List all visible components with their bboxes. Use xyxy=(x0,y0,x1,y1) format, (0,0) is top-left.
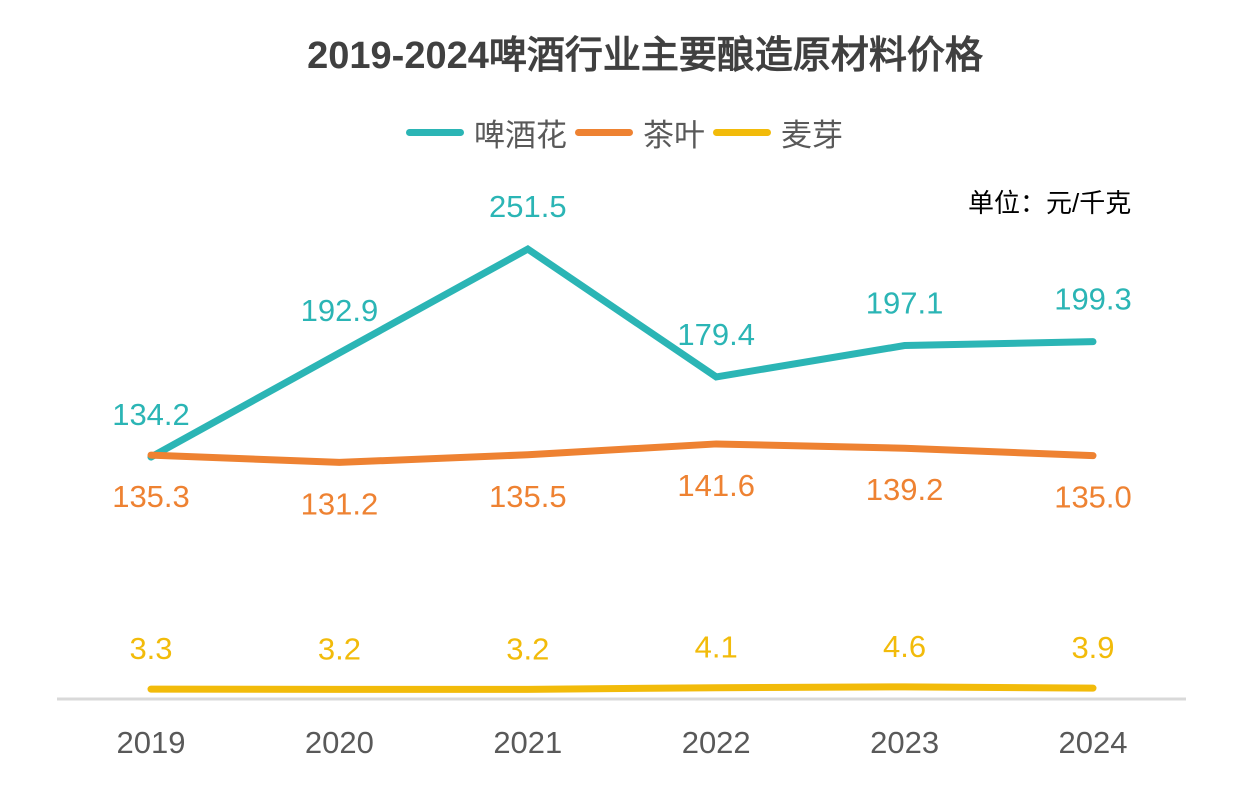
data-label-hops: 251.5 xyxy=(489,189,567,224)
data-label-tea: 135.5 xyxy=(489,479,567,514)
x-tick-label: 2024 xyxy=(1059,725,1128,760)
legend-label-malt: 麦芽 xyxy=(781,118,843,153)
x-tick-label: 2020 xyxy=(305,725,374,760)
data-label-tea: 135.0 xyxy=(1054,480,1132,515)
legend-label-hops: 啤酒花 xyxy=(474,118,567,153)
legend-swatch-malt xyxy=(713,129,771,136)
unit-label: 单位：元/千克 xyxy=(968,188,1132,218)
chart-title: 2019-2024啤酒行业主要酿造原材料价格 xyxy=(307,35,983,77)
legend-swatch-hops xyxy=(406,129,464,136)
legend-item-tea: 茶叶 xyxy=(575,110,705,155)
data-label-malt: 4.1 xyxy=(695,630,738,665)
x-tick-label: 2023 xyxy=(870,725,939,760)
data-label-tea: 141.6 xyxy=(677,468,755,503)
legend-item-hops: 啤酒花 xyxy=(406,110,567,155)
data-label-malt: 3.2 xyxy=(506,631,549,666)
x-tick-labels: 2019 2020 2021 2022 2023 2024 xyxy=(117,725,1128,760)
data-label-hops: 192.9 xyxy=(301,293,379,328)
data-label-malt: 3.3 xyxy=(129,631,172,666)
data-label-hops: 197.1 xyxy=(866,286,944,321)
series-line-malt xyxy=(147,683,1097,693)
x-tick-label: 2022 xyxy=(682,725,751,760)
legend-swatch-tea xyxy=(575,129,633,136)
data-label-hops: 134.2 xyxy=(112,397,190,432)
data-label-hops: 179.4 xyxy=(677,317,755,352)
data-label-tea: 135.3 xyxy=(112,479,190,514)
data-labels-layer: 134.2 192.9 251.5 179.4 197.1 199.3 135.3 131.2… xyxy=(112,189,1132,666)
legend-item-malt: 麦芽 xyxy=(713,110,843,155)
series-line-tea xyxy=(147,440,1097,466)
data-label-hops: 199.3 xyxy=(1054,282,1132,317)
legend-label-tea: 茶叶 xyxy=(643,118,705,153)
data-label-malt: 3.2 xyxy=(318,631,361,666)
series-layer xyxy=(147,244,1097,693)
x-tick-label: 2019 xyxy=(117,725,186,760)
legend: 啤酒花 茶叶 麦芽 xyxy=(0,110,1249,155)
x-tick-label: 2021 xyxy=(493,725,562,760)
data-label-tea: 139.2 xyxy=(866,472,944,507)
data-label-malt: 3.9 xyxy=(1071,630,1114,665)
series-line-hops xyxy=(147,244,1097,461)
data-label-malt: 4.6 xyxy=(883,629,926,664)
data-label-tea: 131.2 xyxy=(301,486,379,521)
